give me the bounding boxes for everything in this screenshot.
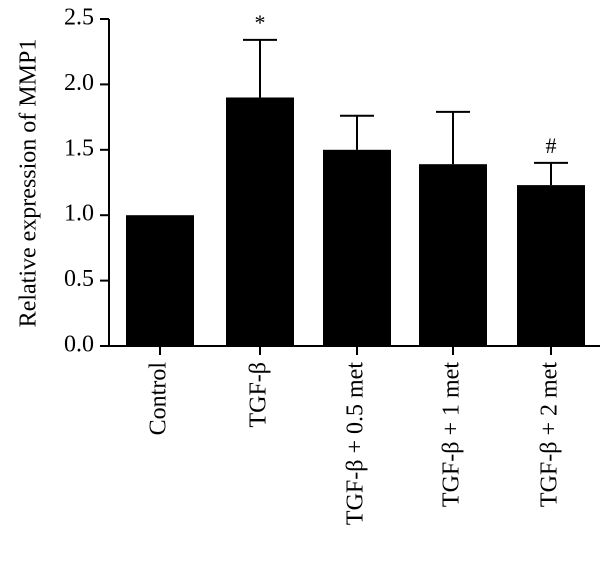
y-tick-label: 1.0: [64, 201, 94, 227]
y-axis-title: Relative expression of MMP1: [16, 39, 42, 328]
x-ticks: Control TGF-β TGF-β + 0.5 met TGF-β + 1 met…: [146, 346, 563, 525]
bar: [419, 164, 487, 346]
x-tick-label: TGF-β: [246, 362, 272, 428]
x-tick-label: TGF-β + 2 met: [537, 362, 563, 507]
significance-annotations: *#: [255, 10, 557, 158]
x-tick-label: TGF-β + 1 met: [439, 362, 465, 507]
y-tick-label: 2.5: [64, 5, 94, 31]
bar: [517, 185, 585, 346]
x-tick-label: TGF-β + 0.5 met: [343, 362, 369, 525]
y-tick-label: 1.5: [64, 135, 94, 161]
y-tick-label: 2.0: [64, 70, 94, 96]
bar: [323, 149, 391, 346]
y-tick-label: 0.5: [64, 266, 94, 292]
significance-annotation: *: [255, 10, 266, 35]
y-ticks: 0.0 0.5 1.0 1.5 2.0 2.5: [64, 5, 109, 358]
bar: [126, 215, 194, 346]
x-tick-label: Control: [146, 362, 172, 436]
error-bars: [243, 38, 568, 186]
significance-annotation: #: [546, 133, 557, 158]
y-tick-label: 0.0: [64, 332, 94, 358]
bars: [126, 97, 585, 346]
bar: [226, 97, 294, 346]
